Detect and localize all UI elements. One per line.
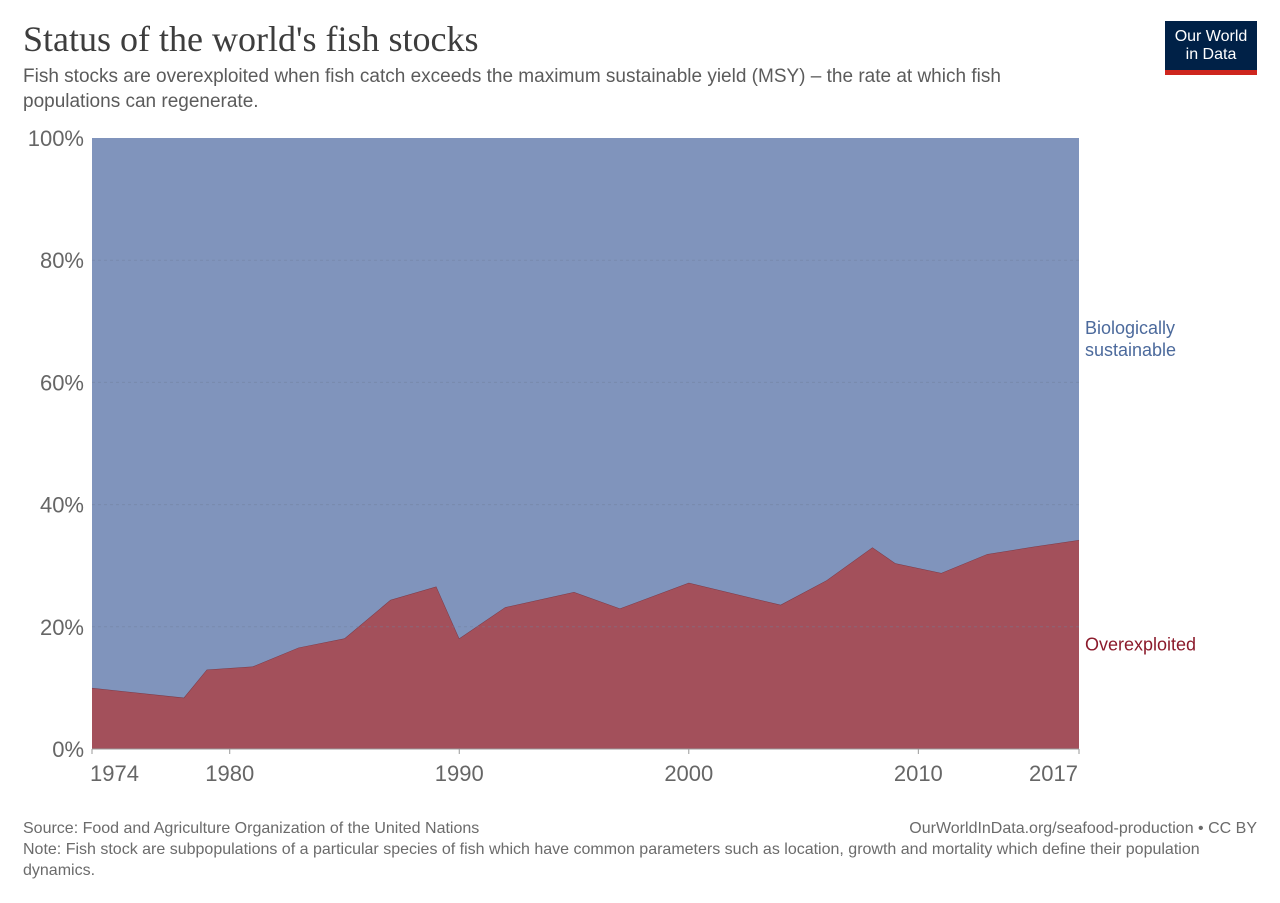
y-tick-label: 80% [40,248,84,273]
chart-title: Status of the world's fish stocks [23,19,479,59]
source-note: Source: Food and Agriculture Organizatio… [23,820,480,837]
y-tick-label: 60% [40,370,84,395]
owid-logo[interactable]: Our World in Data [1165,21,1257,75]
chart-subtitle: Fish stocks are overexploited when fish … [23,66,1001,112]
x-tick-label: 1974 [90,761,139,786]
logo-accent-bar [1165,70,1257,75]
x-tick-label: 2000 [664,761,713,786]
series-label-overexploited: Overexploited [1085,635,1196,655]
area-overexploited [92,540,1079,749]
x-tick-label: 1990 [435,761,484,786]
footnote: Note: Fish stock are subpopulations of a… [23,841,1200,879]
logo-line-2: in Data [1185,46,1237,63]
y-tick-label: 0% [52,737,84,762]
x-tick-label: 2010 [894,761,943,786]
x-tick-label: 2017 [1029,761,1078,786]
source-url[interactable]: OurWorldInData.org/seafood-production • … [909,820,1257,837]
x-tick-label: 1980 [205,761,254,786]
y-tick-label: 20% [40,615,84,640]
series-label-biologically-sustainable: Biologically sustainable [1085,318,1176,360]
y-tick-label: 40% [40,493,84,518]
logo-line-1: Our World [1174,28,1248,45]
area-biologically-sustainable [92,138,1079,698]
y-tick-label: 100% [28,126,84,151]
